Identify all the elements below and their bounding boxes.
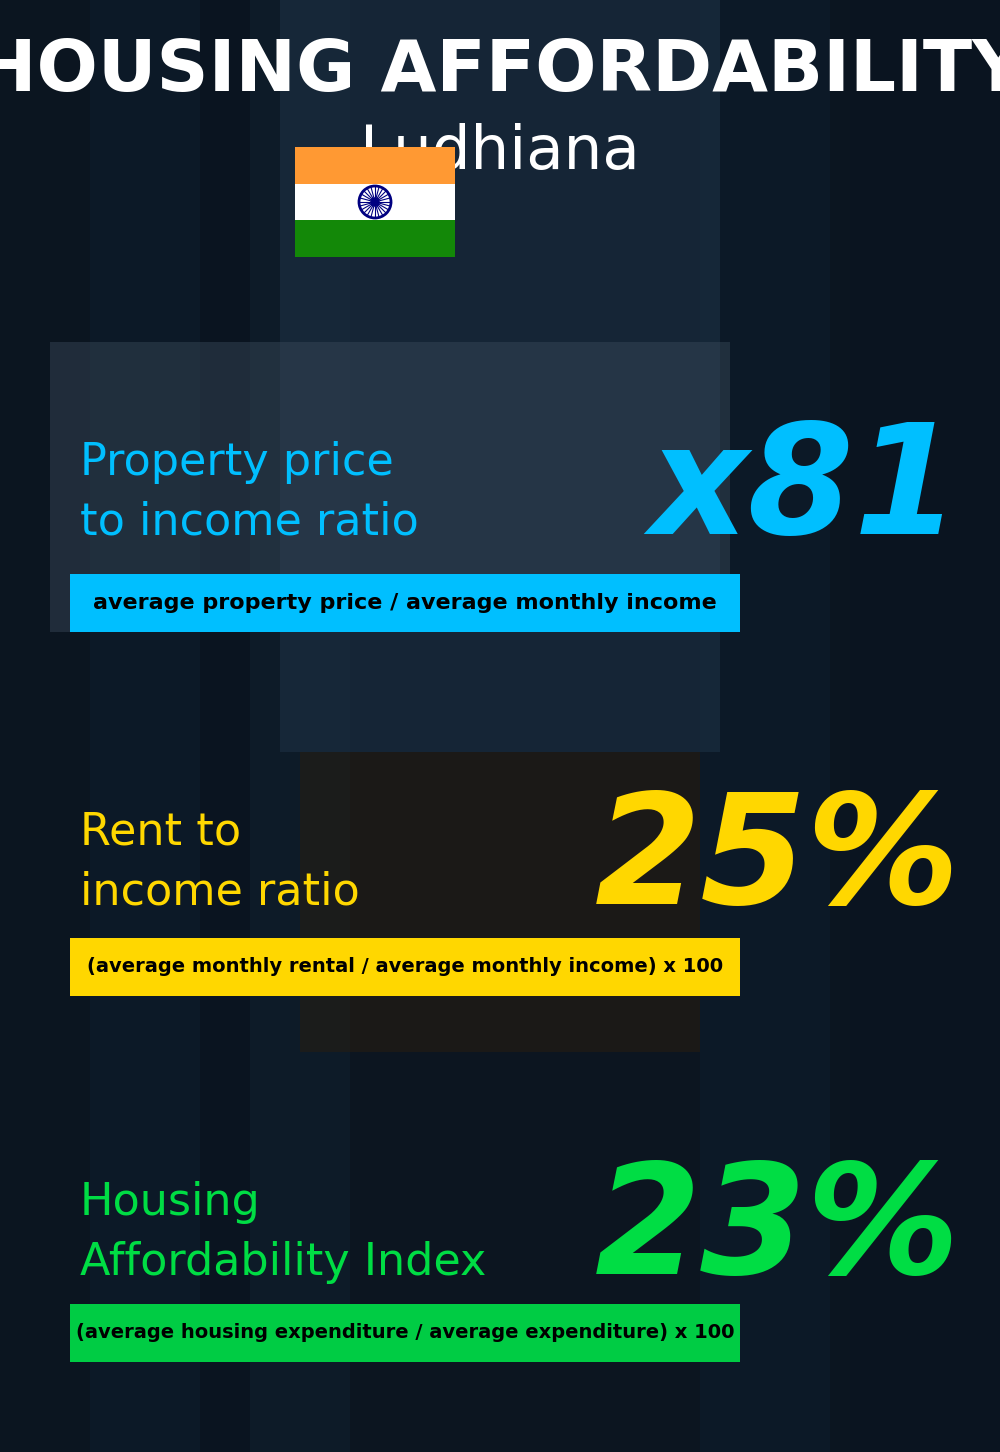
Circle shape — [371, 197, 379, 206]
Bar — [700, 0, 830, 1452]
Text: x81: x81 — [649, 418, 960, 566]
Bar — [300, 752, 700, 1053]
Bar — [50, 343, 730, 632]
Bar — [280, 0, 720, 752]
Bar — [295, 221, 455, 257]
Text: Rent to
income ratio: Rent to income ratio — [80, 810, 360, 913]
Text: (average monthly rental / average monthly income) x 100: (average monthly rental / average monthl… — [87, 957, 723, 977]
Bar — [0, 0, 120, 1452]
Text: average property price / average monthly income: average property price / average monthly… — [93, 592, 717, 613]
Text: 23%: 23% — [594, 1157, 960, 1307]
Text: (average housing expenditure / average expenditure) x 100: (average housing expenditure / average e… — [76, 1324, 734, 1343]
Bar — [250, 0, 350, 1452]
Bar — [295, 183, 455, 221]
Text: 25%: 25% — [594, 787, 960, 937]
Text: Property price
to income ratio: Property price to income ratio — [80, 440, 419, 543]
Bar — [295, 147, 455, 183]
Text: HOUSING AFFORDABILITY: HOUSING AFFORDABILITY — [0, 38, 1000, 106]
Bar — [90, 0, 220, 1452]
Bar — [200, 0, 280, 1452]
Bar — [70, 938, 740, 996]
Bar — [780, 0, 900, 1452]
Text: Housing
Affordability Index: Housing Affordability Index — [80, 1180, 486, 1284]
Text: Ludhiana: Ludhiana — [360, 122, 640, 182]
Bar — [70, 574, 740, 632]
Bar — [850, 0, 1000, 1452]
Bar — [70, 1304, 740, 1362]
